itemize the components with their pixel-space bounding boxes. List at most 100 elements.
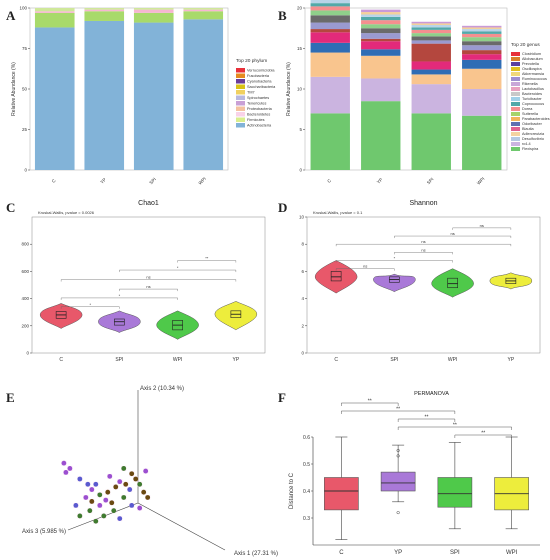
bar-segment: [411, 27, 451, 30]
legend-label: TM7: [247, 91, 255, 95]
x-tick-label: WPI: [197, 176, 207, 186]
axis-2-label: Axis 2 (10.34 %): [140, 386, 184, 392]
scatter-point: [111, 508, 117, 514]
bar-segment: [183, 8, 224, 10]
significance-bracket: [60, 279, 237, 282]
y-axis-label: Relative Abundance (%): [286, 62, 292, 116]
scatter-point: [97, 503, 103, 508]
legend-swatch: [511, 102, 520, 106]
legend-swatch: [236, 106, 245, 111]
legend-label: rc4-4: [522, 142, 531, 146]
bar-segment: [411, 40, 451, 44]
legend-swatch: [511, 112, 520, 116]
legend-label: Saccharibacteria: [247, 85, 276, 89]
outlier-point: [396, 454, 400, 458]
bar-segment: [34, 27, 75, 170]
bar-segment: [133, 8, 174, 10]
bar-segment: [411, 36, 451, 41]
y-tick-label: 6: [301, 269, 304, 274]
scatter-point: [127, 487, 133, 492]
bar-segment: [84, 8, 125, 10]
x-tick-label: SPI: [450, 550, 460, 556]
significance-bracket: [397, 426, 512, 430]
x-tick-label: C: [334, 357, 338, 363]
legend-label: Parabacteroides: [522, 117, 550, 121]
bar-segment: [361, 78, 401, 102]
legend-label: Turicibacter: [522, 97, 542, 101]
scatter-point: [89, 487, 95, 492]
legend-swatch: [511, 147, 520, 151]
y-tick-label: 10: [297, 87, 303, 92]
bar-segment: [411, 113, 451, 170]
panel-label-f: F: [278, 390, 286, 405]
legend-swatch: [511, 67, 520, 71]
bar-segment: [411, 69, 451, 75]
bar-segment: [411, 29, 451, 34]
bar-segment: [183, 11, 224, 20]
significance-label: **: [453, 423, 457, 429]
legend-swatch: [511, 137, 520, 141]
bar-segment: [462, 25, 502, 28]
scatter-point: [109, 500, 115, 506]
bar-segment: [310, 113, 350, 170]
legend-swatch: [236, 123, 245, 128]
scatter-point: [141, 489, 147, 495]
y-tick-label: 0: [26, 351, 29, 356]
bar-segment: [462, 54, 502, 60]
bar-segment: [411, 61, 451, 70]
legend-swatch: [511, 57, 520, 61]
bar-segment: [133, 22, 174, 170]
chart-b-genus-stacked-bar: C YP SPI WPI 0 5 10 15 20 Relative Abundance (%) T…: [286, 0, 550, 186]
scatter-point: [87, 508, 93, 514]
legend-title: Top 20 genus: [511, 42, 540, 48]
scatter-point: [129, 503, 135, 508]
scatter-point: [77, 513, 83, 519]
bar-segment: [84, 20, 125, 171]
legend-swatch: [511, 92, 520, 96]
bar-segment: [310, 3, 350, 7]
significance-bracket: [454, 434, 512, 438]
scatter-point: [83, 495, 89, 500]
box-body: [437, 477, 473, 508]
legend-label: Spirochaetes: [247, 96, 269, 100]
legend-label: Actinobacteria: [247, 124, 272, 128]
violin-body: [214, 301, 258, 331]
bar-segment: [462, 37, 502, 42]
significance-label: *: [394, 256, 396, 261]
scatter-point: [105, 489, 111, 495]
legend-label: Proteobacteria: [247, 107, 273, 111]
x-tick-label: YP: [99, 177, 107, 185]
axis-1-label: Axis 1 (27.31 %): [234, 551, 278, 557]
significance-bracket: [60, 297, 178, 300]
legend-label: Bacteroidetes: [247, 113, 270, 117]
scatter-point: [137, 481, 143, 487]
bar-segment: [411, 43, 451, 62]
y-tick-label: 800: [21, 242, 29, 247]
bar-segment: [310, 32, 350, 43]
legend-swatch: [236, 112, 245, 117]
significance-label: ns: [363, 264, 367, 269]
bar-segment: [133, 9, 174, 13]
y-tick-label: 100: [19, 6, 27, 11]
outlier-point: [396, 511, 400, 515]
y-tick-label: 0: [301, 351, 304, 356]
x-tick-label: SPI: [426, 177, 435, 186]
y-tick-label: 75: [22, 46, 28, 51]
legend-swatch: [236, 117, 245, 122]
significance-label: ns: [146, 275, 150, 280]
y-tick-label: 50: [22, 87, 28, 92]
chart-title: Chao1: [138, 200, 159, 207]
bar-segment: [462, 27, 502, 30]
bar-segment: [462, 29, 502, 32]
box-body: [380, 471, 416, 492]
scatter-point: [123, 481, 129, 487]
legend-label: Flexispira: [522, 147, 539, 151]
bar-segment: [361, 55, 401, 79]
scatter-point: [137, 505, 143, 511]
bar-segment: [361, 41, 401, 50]
bar-segment: [462, 41, 502, 46]
bar-segment: [361, 24, 401, 29]
significance-label: *: [119, 293, 121, 298]
bar-segment: [84, 11, 125, 21]
legend-label: Allobaculum: [522, 57, 543, 61]
